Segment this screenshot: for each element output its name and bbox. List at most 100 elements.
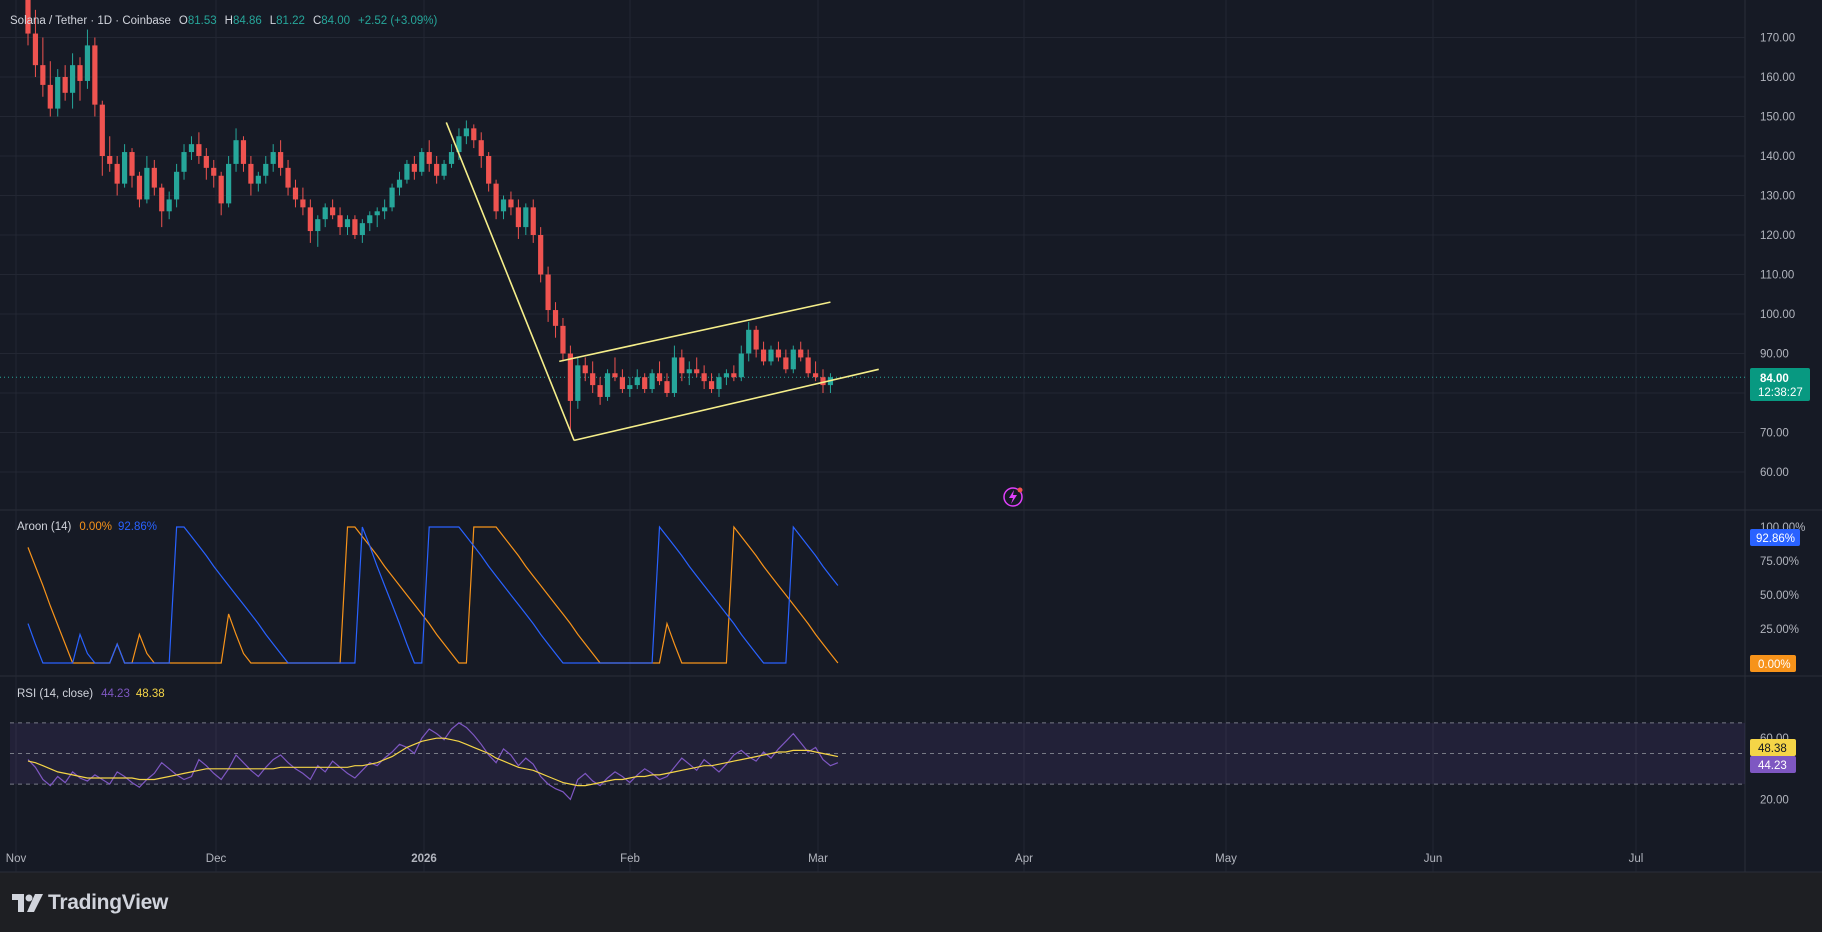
candle[interactable] (649, 369, 655, 393)
candle[interactable] (278, 140, 284, 176)
candle[interactable] (805, 349, 811, 378)
candle[interactable] (77, 57, 83, 101)
candle[interactable] (538, 227, 544, 283)
candle[interactable] (196, 132, 202, 164)
candle[interactable] (560, 317, 566, 362)
candle[interactable] (121, 144, 128, 188)
candle[interactable] (396, 171, 403, 196)
candle[interactable] (604, 369, 611, 401)
candle[interactable] (716, 373, 722, 397)
candle[interactable] (619, 369, 625, 393)
candle[interactable] (760, 341, 767, 366)
candle[interactable] (203, 148, 209, 180)
aroon-down-line[interactable] (27, 525, 839, 664)
candle[interactable] (307, 199, 313, 243)
trendlines[interactable] (445, 122, 879, 442)
candle[interactable] (159, 183, 165, 228)
candle[interactable] (84, 29, 91, 89)
candle[interactable] (515, 199, 521, 239)
rsi-ma-line[interactable] (27, 737, 839, 787)
candle[interactable] (575, 357, 581, 409)
candle[interactable] (352, 215, 358, 239)
candle[interactable] (300, 187, 306, 216)
candle[interactable] (478, 132, 484, 168)
candle[interactable] (315, 215, 321, 247)
candle[interactable] (723, 369, 730, 386)
candle[interactable] (567, 345, 573, 433)
candle[interactable] (359, 219, 365, 243)
candle[interactable] (151, 159, 157, 196)
candle[interactable] (129, 148, 135, 188)
candle[interactable] (434, 156, 440, 184)
candle[interactable] (627, 377, 633, 397)
candle[interactable] (92, 37, 98, 117)
rsi-line[interactable] (27, 722, 839, 801)
candle[interactable] (471, 124, 477, 149)
candle[interactable] (292, 179, 299, 208)
candle[interactable] (69, 53, 76, 109)
candle[interactable] (552, 302, 559, 338)
candle[interactable] (99, 100, 105, 176)
candle[interactable] (382, 199, 388, 220)
candle[interactable] (32, 9, 39, 77)
candle[interactable] (493, 179, 499, 220)
candle[interactable] (686, 361, 692, 386)
candle[interactable] (612, 357, 618, 382)
candle[interactable] (136, 171, 143, 208)
tradingview-branding[interactable]: TradingView (12, 888, 168, 918)
candle[interactable] (486, 152, 492, 192)
candle[interactable] (545, 266, 551, 322)
candle[interactable] (263, 156, 269, 184)
candle[interactable] (738, 345, 744, 382)
lightning-alert-icon[interactable] (1003, 487, 1023, 507)
candle[interactable] (671, 345, 678, 397)
candle[interactable] (708, 373, 715, 393)
candle[interactable] (47, 61, 53, 117)
candle[interactable] (448, 144, 455, 168)
candle[interactable] (694, 357, 700, 378)
candle[interactable] (463, 120, 469, 145)
candle[interactable] (642, 373, 648, 393)
candle[interactable] (218, 171, 224, 216)
candle[interactable] (404, 159, 410, 184)
candle[interactable] (62, 65, 68, 101)
candle[interactable] (731, 365, 737, 382)
candle[interactable] (500, 195, 507, 220)
candle[interactable] (114, 156, 120, 196)
candle[interactable] (40, 37, 46, 97)
candle[interactable] (530, 199, 536, 243)
trendline[interactable] (559, 301, 831, 363)
candle[interactable] (746, 321, 752, 362)
candle[interactable] (144, 156, 150, 204)
trendline[interactable] (445, 122, 575, 441)
trendline[interactable] (573, 368, 879, 442)
candle[interactable] (322, 203, 328, 228)
candle[interactable] (798, 341, 804, 362)
candle[interactable] (270, 144, 276, 172)
candle[interactable] (419, 148, 425, 176)
candle[interactable] (701, 365, 707, 390)
candle[interactable] (107, 136, 113, 172)
aroon-pane[interactable] (27, 525, 839, 664)
candle[interactable] (783, 349, 789, 374)
candle[interactable] (240, 136, 247, 172)
candle[interactable] (426, 140, 432, 172)
candle[interactable] (285, 159, 291, 196)
candle[interactable] (790, 345, 796, 374)
candle[interactable] (768, 345, 774, 366)
candle[interactable] (523, 203, 529, 235)
candle[interactable] (166, 191, 172, 220)
candle[interactable] (812, 361, 819, 382)
candle[interactable] (248, 156, 254, 196)
price-pane[interactable] (25, 0, 834, 433)
candle[interactable] (441, 159, 447, 180)
candle[interactable] (367, 211, 373, 232)
candle[interactable] (411, 156, 417, 180)
candle[interactable] (330, 199, 336, 220)
rsi-pane[interactable] (10, 722, 1745, 801)
candle[interactable] (255, 171, 261, 192)
candle[interactable] (775, 341, 782, 362)
candle[interactable] (753, 325, 759, 358)
candle[interactable] (634, 369, 640, 390)
